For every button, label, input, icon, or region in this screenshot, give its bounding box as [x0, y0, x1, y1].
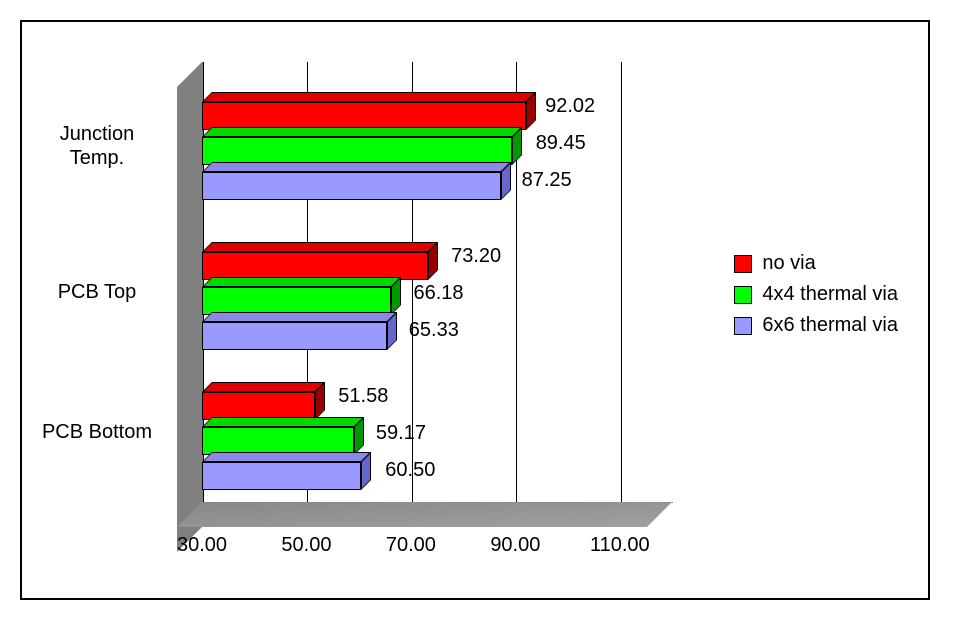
plot-area: Junction Temp. 92.02 89.45 87.25 PCB Top [202, 62, 672, 502]
legend-swatch [734, 286, 752, 304]
legend-item-novia: no via [734, 252, 898, 275]
bar-pcbtop-novia [202, 252, 428, 280]
category-label-pcbbot: PCB Bottom [27, 420, 167, 444]
bar-junction-6x6 [202, 172, 501, 200]
bar-pcbbot-6x6 [202, 462, 361, 490]
bar-junction-novia [202, 102, 526, 130]
bar-pcbbot-novia [202, 392, 315, 420]
data-label: 89.45 [536, 132, 586, 155]
category-label-junction: Junction Temp. [27, 122, 167, 170]
legend-item-6x6: 6x6 thermal via [734, 314, 898, 337]
data-label: 65.33 [409, 319, 459, 342]
legend-swatch [734, 317, 752, 335]
legend-label: 4x4 thermal via [762, 283, 898, 306]
category-label-line: PCB Top [58, 281, 137, 303]
x-tick-label: 50.00 [281, 534, 331, 557]
gridline [621, 62, 622, 502]
bar-pcbbot-4x4 [202, 427, 354, 455]
legend-swatch [734, 255, 752, 273]
x-tick-label: 70.00 [386, 534, 436, 557]
plot-floor [177, 502, 672, 527]
bar-pcbtop-6x6 [202, 322, 387, 350]
x-tick-label: 30.00 [177, 534, 227, 557]
data-label: 60.50 [385, 459, 435, 482]
data-label: 73.20 [451, 245, 501, 268]
category-label-line: Temp. [70, 147, 124, 169]
data-label: 92.02 [545, 95, 595, 118]
legend-label: no via [762, 252, 815, 275]
category-label-pcbtop: PCB Top [27, 280, 167, 304]
chart-container: Junction Temp. 92.02 89.45 87.25 PCB Top [20, 20, 930, 600]
data-label: 87.25 [522, 169, 572, 192]
data-label: 51.58 [338, 385, 388, 408]
legend-label: 6x6 thermal via [762, 314, 898, 337]
legend: no via 4x4 thermal via 6x6 thermal via [734, 252, 898, 345]
bar-pcbtop-4x4 [202, 287, 391, 315]
legend-item-4x4: 4x4 thermal via [734, 283, 898, 306]
x-tick-label: 110.00 [590, 534, 650, 557]
bar-junction-4x4 [202, 137, 512, 165]
category-label-line: Junction [60, 123, 135, 145]
category-label-line: PCB Bottom [42, 421, 152, 443]
plot-left-wall [177, 62, 202, 552]
x-tick-label: 90.00 [490, 534, 540, 557]
data-label: 59.17 [376, 422, 426, 445]
data-label: 66.18 [414, 282, 464, 305]
